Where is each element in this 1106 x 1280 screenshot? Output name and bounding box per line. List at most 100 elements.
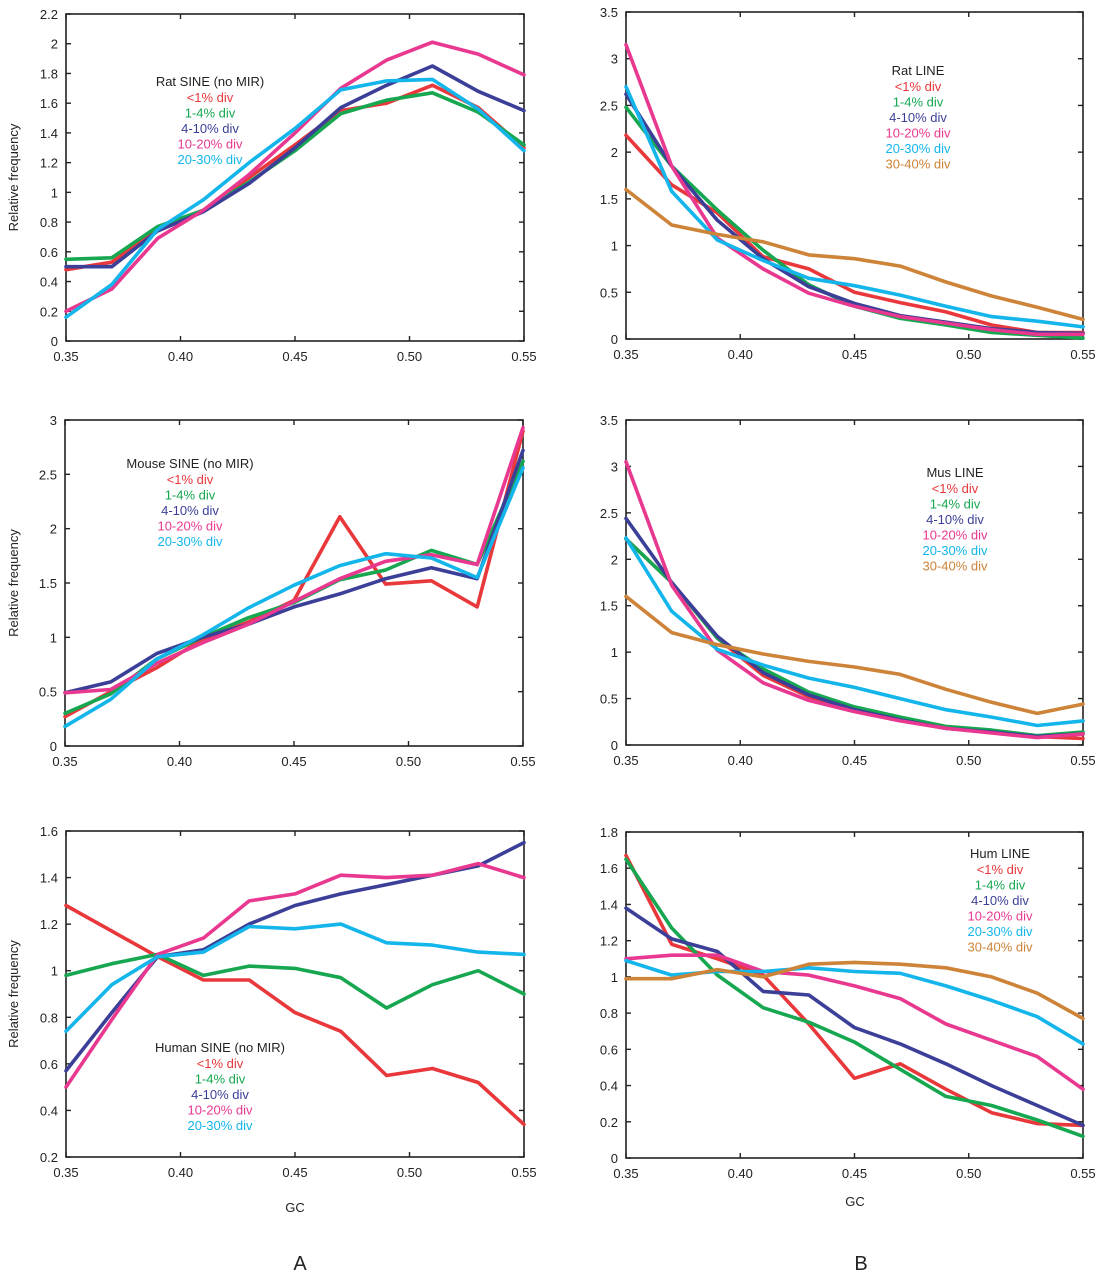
legend-entry: 1-4% div: [195, 1072, 246, 1087]
x-tick-label: 0.35: [53, 1165, 78, 1180]
x-tick-label: 0.50: [956, 347, 981, 362]
legend-entry: 4-10% div: [191, 1087, 249, 1102]
legend-entry: 4-10% div: [181, 121, 239, 136]
legend-entry: 10-20% div: [885, 126, 951, 141]
x-tick-label: 0.40: [728, 753, 753, 768]
x-tick-label: 0.35: [613, 1166, 638, 1181]
x-tick-label: 0.55: [511, 349, 536, 364]
series-line-4-10-div: [63, 448, 525, 695]
panel-mus-line: 0.35 0.40 0.45 0.50 0.55 0 0.5 1 1.5 2 2.5 3 3.5 Mus …: [600, 413, 1096, 768]
y-tick-label: 3: [50, 413, 57, 428]
column-label-b: B: [854, 1253, 867, 1275]
legend-entry: 4-10% div: [971, 893, 1029, 908]
y-tick-label: 1: [611, 970, 618, 985]
series-line-20-30-div: [64, 922, 526, 1034]
legend-entry: 20-30% div: [922, 543, 988, 558]
y-tick-label: 0.4: [40, 275, 58, 290]
series-line-10-20-div: [624, 42, 1085, 337]
y-tick-label: 1: [611, 239, 618, 254]
y-tick-label: 1.2: [600, 934, 618, 949]
y-tick-label: 1.4: [600, 897, 618, 912]
legend-entry: 4-10% div: [161, 503, 219, 518]
y-tick-label: 0.2: [600, 1115, 618, 1130]
y-tick-label: 1.4: [40, 871, 58, 886]
series-line-1-div: [64, 903, 526, 1127]
y-tick-label: 1.8: [40, 66, 58, 81]
y-tick-label: 1.6: [40, 824, 58, 839]
legend-entry: 20-30% div: [177, 152, 243, 167]
legend-title: Hum LINE: [970, 846, 1030, 861]
y-tick-label: 0: [50, 739, 57, 754]
x-tick-label: 0.55: [511, 1165, 536, 1180]
y-tick-label: 0: [611, 738, 618, 753]
series-line-10-20-div: [624, 459, 1085, 740]
y-tick-label: 0.2: [40, 1150, 58, 1165]
y-tick-label: 2.5: [600, 506, 618, 521]
legend-title: Human SINE (no MIR): [155, 1040, 285, 1055]
y-tick-label: 2.5: [39, 467, 57, 482]
legend-entry: 10-20% div: [177, 137, 243, 152]
series-line-30-40-div: [624, 960, 1085, 1021]
y-tick-label: 3: [611, 459, 618, 474]
legend-entry: <1% div: [187, 90, 234, 105]
legend-entry: 10-20% div: [157, 519, 223, 534]
legend-entry: <1% div: [167, 472, 214, 487]
x-tick-label: 0.45: [842, 347, 867, 362]
series-line-1-div: [64, 83, 526, 272]
panel-rat-line: 0.35 0.40 0.45 0.50 0.55 0 0.5 1 1.5 2 2.5 3 3.5 Rat …: [600, 5, 1096, 362]
series-line-4-10-div: [64, 840, 526, 1073]
panel-rat-sine: 0.35 0.40 0.45 0.50 0.55 0 0.2 0.4 0.6 0.8 1 1.2 1.4…: [6, 7, 537, 364]
x-tick-label: 0.40: [168, 1165, 193, 1180]
plot-frame: [625, 11, 1084, 340]
y-tick-label: 0.5: [600, 692, 618, 707]
y-tick-label: 1.4: [40, 126, 58, 141]
series-line-4-10-div: [624, 516, 1085, 739]
y-tick-label: 1.2: [40, 917, 58, 932]
x-tick-label: 0.45: [282, 349, 307, 364]
x-tick-label: 0.55: [1070, 1166, 1095, 1181]
x-tick-label: 0.40: [728, 347, 753, 362]
y-tick-label: 0: [611, 332, 618, 347]
plot-frame: [625, 419, 1084, 746]
series-line-10-20-div: [624, 953, 1085, 1091]
x-tick-label: 0.45: [282, 1165, 307, 1180]
x-axis-title-b: GC: [845, 1194, 865, 1209]
y-tick-label: 2: [51, 37, 58, 52]
legend-entry: 4-10% div: [889, 110, 947, 125]
y-tick-label: 3: [611, 52, 618, 67]
y-tick-label: 1.5: [39, 576, 57, 591]
x-tick-label: 0.50: [397, 349, 422, 364]
y-tick-label: 3.5: [600, 413, 618, 428]
legend-entry: 10-20% div: [967, 909, 1033, 924]
series-line-4-10-div: [624, 906, 1085, 1128]
legend-entry: <1% div: [977, 862, 1024, 877]
series-line-20-30-div: [64, 77, 526, 320]
y-tick-label: 0.6: [40, 245, 58, 260]
legend-title: Rat LINE: [892, 63, 945, 78]
panel-hum-line: 0.35 0.40 0.45 0.50 0.55 0 0.2 0.4 0.6 0.8 1 1.2 1.4…: [600, 825, 1096, 1181]
y-tick-label: 0.6: [600, 1042, 618, 1057]
panels: 0.35 0.40 0.45 0.50 0.5500.20.40.60.811.21.4…: [6, 5, 1096, 1181]
series-line-20-30-div: [624, 536, 1085, 728]
series-line-1-4-div: [64, 91, 526, 262]
y-tick-label: 0.8: [40, 1010, 58, 1025]
y-tick-label: 0.6: [40, 1057, 58, 1072]
y-tick-label: 0: [51, 334, 58, 349]
y-tick-label: 2: [50, 522, 57, 537]
legend-entry: 30-40% div: [922, 559, 988, 574]
x-tick-label: 0.35: [613, 753, 638, 768]
y-tick-label: 2: [611, 552, 618, 567]
y-tick-label: 1: [50, 630, 57, 645]
y-tick-label: 0.8: [40, 215, 58, 230]
series-line-1-4-div: [64, 952, 526, 1010]
series-line-10-20-div: [64, 861, 526, 1089]
y-tick-label: 1.6: [40, 96, 58, 111]
y-tick-label: 1.5: [600, 192, 618, 207]
x-tick-label: 0.50: [956, 753, 981, 768]
x-tick-label: 0.35: [52, 754, 77, 769]
legend-entry: 20-30% div: [885, 141, 951, 156]
y-tick-label: 0.5: [39, 685, 57, 700]
legend-entry: <1% div: [197, 1056, 244, 1071]
legend-entry: 1-4% div: [975, 878, 1026, 893]
